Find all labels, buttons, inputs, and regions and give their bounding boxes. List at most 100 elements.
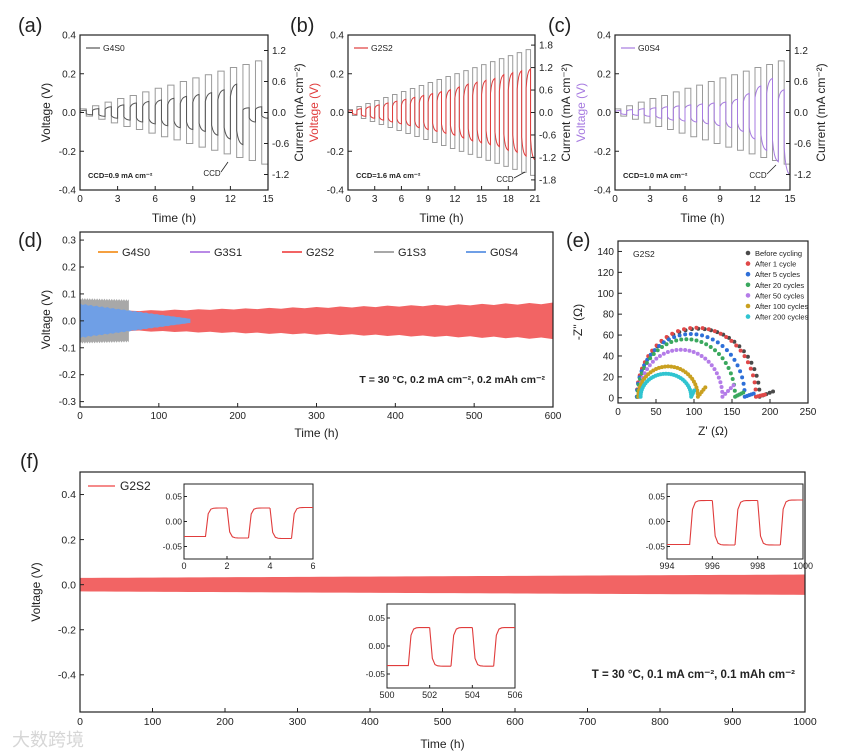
eis-point: [706, 359, 711, 364]
inset-frame: [666, 483, 804, 560]
y-tick-label: 0.4: [62, 31, 76, 42]
y-axis-label: Voltage (V): [39, 83, 53, 142]
eis-point: [720, 389, 725, 394]
eis-point: [706, 327, 711, 332]
eis-point: [669, 364, 674, 369]
condition-annotation: T = 30 °C, 0.1 mA cm⁻², 0.1 mAh cm⁻²: [592, 669, 795, 681]
x-tick-label: 21: [529, 194, 541, 205]
x-tick-label: 0: [77, 194, 83, 205]
y-tick-label: 0.4: [330, 31, 344, 42]
y-axis-label: Voltage (V): [307, 83, 321, 142]
eis-point: [740, 375, 745, 380]
inset-y-tick-label: -0.05: [163, 542, 183, 552]
eis-point: [767, 390, 772, 395]
inset-x-tick-label: 506: [507, 690, 522, 700]
eis-point: [689, 337, 694, 342]
x-tick-label: 0: [345, 194, 351, 205]
eis-point: [651, 352, 656, 357]
x-tick-label: 900: [724, 716, 742, 728]
x-tick-label: 0: [612, 194, 618, 205]
ccd-label: CCD: [203, 169, 221, 178]
panel-c: [614, 60, 791, 176]
panel-a: [79, 60, 269, 165]
y-tick-label: 40: [603, 351, 615, 362]
x-tick-label: 800: [651, 716, 669, 728]
y-axis-label: Voltage (V): [29, 562, 43, 621]
voltage-band: [80, 574, 805, 595]
legend-label: G3S1: [214, 247, 242, 259]
x-tick-label: 15: [476, 194, 488, 205]
y-tick-label: 0.3: [62, 236, 76, 247]
panel-label: (a): [18, 15, 42, 37]
ccd-arrow-icon: [766, 164, 777, 175]
eis-point: [712, 367, 717, 372]
y2-axis-label: Current (mA cm⁻²): [559, 63, 573, 161]
legend-marker: [745, 314, 751, 319]
inset-y-tick-label: -0.05: [646, 542, 666, 552]
legend-label: Before cycling: [755, 249, 802, 258]
y-tick-label: 0.2: [330, 69, 344, 80]
eis-point: [723, 360, 728, 365]
eis-point: [726, 388, 731, 393]
eis-point: [752, 380, 757, 385]
x-tick-label: 15: [262, 194, 274, 205]
legend-marker: [745, 282, 751, 288]
panel-label: (c): [548, 15, 571, 37]
plot-frame: [617, 240, 809, 404]
eis-point: [700, 333, 705, 338]
x-tick-label: 6: [682, 194, 688, 205]
x-tick-label: 0: [77, 716, 83, 728]
watermark: 大数跨境: [12, 730, 84, 750]
x-tick-label: 12: [225, 194, 237, 205]
y2-tick-label: 0.6: [272, 77, 286, 88]
y2-axis-label: Current (mA cm⁻²): [814, 63, 828, 161]
y-tick-label: 100: [597, 289, 614, 300]
eis-point: [703, 356, 708, 361]
eis-point: [703, 385, 708, 390]
inset-x-tick-label: 4: [267, 561, 272, 571]
x-tick-label: 250: [800, 407, 817, 418]
eis-point: [705, 335, 710, 340]
ccd-arrow-icon: [220, 161, 229, 173]
sample-label: G2S2: [633, 249, 655, 259]
legend-label: G4S0: [103, 43, 125, 53]
y-tick-label: 20: [603, 372, 615, 383]
eis-point: [754, 373, 759, 378]
y-tick-label: -0.2: [59, 147, 77, 158]
legend-marker: [745, 271, 751, 277]
inset-y-tick-label: 0.05: [368, 613, 385, 623]
y-tick-label: -0.4: [594, 186, 612, 197]
eis-point: [652, 348, 657, 353]
eis-point: [735, 363, 740, 368]
inset-x-tick-label: 504: [465, 690, 480, 700]
x-tick-label: 1000: [793, 716, 817, 728]
y-tick-label: 0.4: [61, 489, 76, 501]
x-axis-label: Time (h): [420, 737, 464, 751]
legend-label: After 1 cycle: [755, 260, 796, 269]
eis-point: [683, 347, 688, 352]
x-tick-label: 400: [361, 716, 379, 728]
eis-point: [692, 388, 697, 393]
voltage-profile: [79, 83, 269, 146]
eis-point: [752, 367, 757, 372]
x-axis-label: Time (h): [294, 426, 338, 440]
eis-point: [687, 348, 692, 353]
eis-point: [728, 371, 733, 376]
eis-point: [676, 329, 681, 334]
eis-point: [741, 381, 746, 386]
panel-label: (b): [290, 15, 314, 37]
y2-tick-label: -1.2: [794, 170, 812, 181]
eis-point: [664, 342, 669, 347]
eis-point: [732, 388, 737, 393]
voltage-profile: [347, 67, 536, 161]
inset-x-tick-label: 0: [181, 561, 186, 571]
y-tick-label: 0.2: [62, 263, 76, 274]
inset-x-tick-label: 998: [750, 561, 765, 571]
y2-tick-label: -0.6: [794, 139, 812, 150]
x-tick-label: 150: [724, 407, 741, 418]
x-tick-label: 400: [387, 411, 404, 422]
eis-point: [645, 357, 650, 362]
y2-tick-label: -1.2: [272, 170, 290, 181]
y-tick-label: 0.2: [597, 69, 611, 80]
